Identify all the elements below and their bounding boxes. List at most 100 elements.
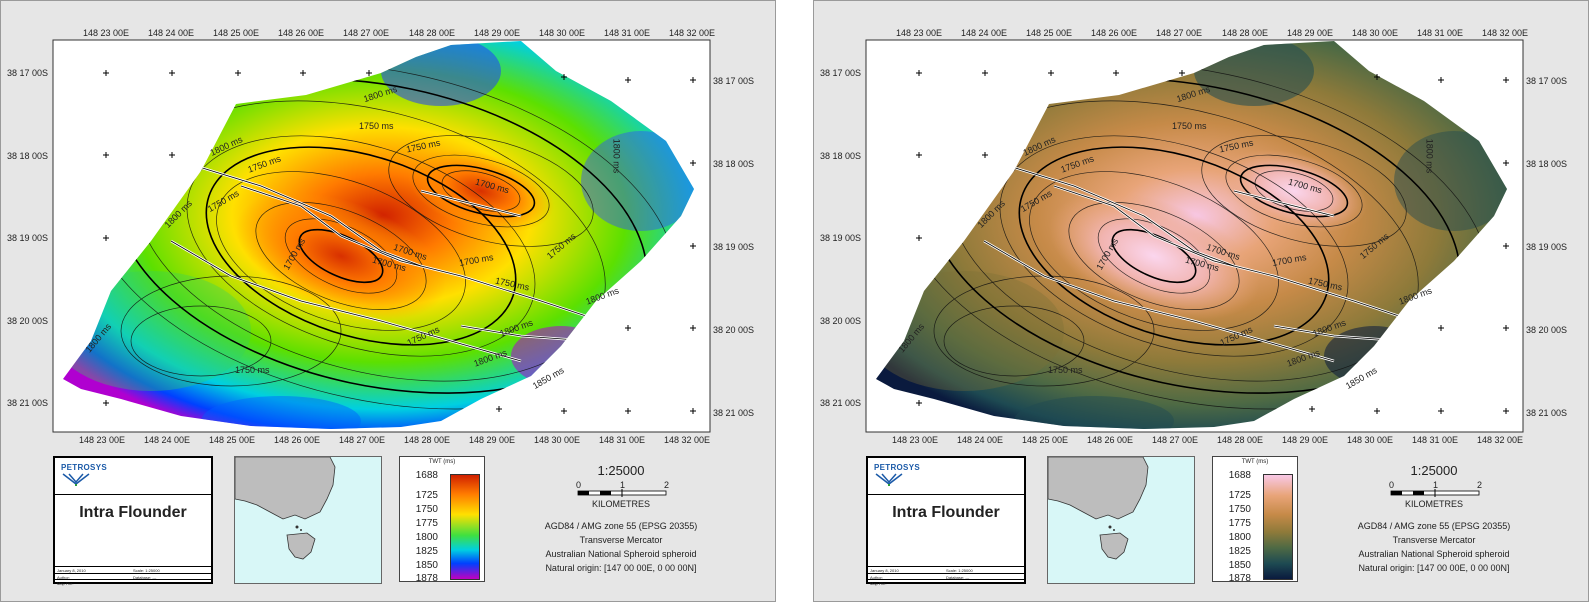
right-coord-label: 38 18 00S — [1526, 159, 1568, 169]
legend-tick: 1725 — [1228, 490, 1251, 501]
projection-line: Natural origin: [147 00 00E, 0 00 00N] — [545, 563, 697, 573]
left-coord-label: 38 18 00S — [7, 151, 49, 161]
right-coord-label: 38 20 00S — [713, 325, 755, 335]
legend-tick: 1800 — [1228, 532, 1251, 543]
contour-label: 1800 ms — [1424, 138, 1435, 174]
projection-line: Natural origin: [147 00 00E, 0 00 00N] — [1358, 563, 1510, 573]
top-coord-label: 148 29 00E — [1287, 28, 1334, 38]
left-coord-label: 38 17 00S — [7, 68, 49, 78]
projection-line: Transverse Mercator — [579, 535, 663, 545]
legend-tick: 1825 — [1228, 546, 1251, 557]
left-coord-label: 38 20 00S — [820, 316, 862, 326]
legend-tick: 1850 — [415, 560, 438, 571]
right-coord-label: 38 21 00S — [713, 408, 755, 418]
title-block: PETROSYS Intra Flounder January 8, 2010 S… — [866, 456, 1026, 586]
legend-tick: 1725 — [415, 490, 438, 501]
scale-tick: 0 — [576, 480, 582, 490]
legend-tick: 1878 — [1228, 573, 1251, 584]
title-block: PETROSYS Intra Flounder January 8, 2010 S… — [53, 456, 213, 586]
bottom-coord-label: 148 28 00E — [404, 435, 451, 445]
legend-tick: 1688 — [415, 470, 438, 481]
scale-tick: 0 — [1389, 480, 1395, 490]
map-canvas — [865, 39, 1524, 433]
top-coord-label: 148 32 00E — [669, 28, 716, 38]
top-coord-label: 148 26 00E — [1091, 28, 1138, 38]
scale-block: 1:25000 0 1 2 KILOMETRES AGD84 / AMG zon… — [1334, 463, 1534, 583]
bottom-coord-label: 148 28 00E — [1217, 435, 1264, 445]
projection-line: Australian National Spheroid spheroid — [545, 549, 697, 559]
right-coord-label: 38 19 00S — [1526, 242, 1568, 252]
scale-block: 1:25000 0 1 2 KILOMETRES AGD84 / AMG zon… — [521, 463, 721, 583]
location-inset-map — [234, 456, 382, 584]
location-inset-map — [1047, 456, 1195, 584]
map-panel-left: 148 23 00E 148 24 00E 148 25 00E 148 26 … — [0, 0, 776, 602]
map-canvas — [52, 39, 711, 433]
top-coord-label: 148 32 00E — [1482, 28, 1529, 38]
colorbar-legend: TWT (ms) 1688 1725 1750 1775 1800 1825 1… — [1212, 456, 1298, 584]
bottom-coord-label: 148 30 00E — [1347, 435, 1394, 445]
top-coord-label: 148 25 00E — [1026, 28, 1073, 38]
left-coord-label: 38 19 00S — [7, 233, 49, 243]
contour-label: 1800 ms — [611, 138, 622, 174]
legend-tick: 1775 — [415, 518, 438, 529]
scale-tick: 1 — [620, 480, 626, 490]
top-coord-label: 148 28 00E — [409, 28, 456, 38]
contour-label: 1750 ms — [1172, 121, 1207, 131]
scale-unit: KILOMETRES — [591, 499, 650, 509]
bottom-coord-label: 148 29 00E — [1282, 435, 1329, 445]
top-coord-label: 148 26 00E — [278, 28, 325, 38]
bottom-coord-label: 148 23 00E — [79, 435, 126, 445]
top-coord-label: 148 23 00E — [896, 28, 943, 38]
legend-tick: 1775 — [1228, 518, 1251, 529]
top-coord-label: 148 24 00E — [961, 28, 1008, 38]
right-coord-label: 38 18 00S — [713, 159, 755, 169]
top-coord-label: 148 24 00E — [148, 28, 195, 38]
scale-ratio: 1:25000 — [1410, 463, 1458, 478]
legend-tick: 1800 — [415, 532, 438, 543]
scale-ratio: 1:25000 — [597, 463, 645, 478]
scale-tick: 2 — [664, 480, 670, 490]
left-coord-label: 38 20 00S — [7, 316, 49, 326]
top-coord-label: 148 29 00E — [474, 28, 521, 38]
bottom-coord-label: 148 25 00E — [1022, 435, 1069, 445]
bottom-coord-label: 148 29 00E — [469, 435, 516, 445]
colorbar-legend: TWT (ms) 1688 1725 1750 1775 1800 1825 1… — [399, 456, 485, 584]
bottom-coord-label: 148 24 00E — [957, 435, 1004, 445]
colorbar — [1263, 474, 1293, 580]
petrosys-logo-icon — [875, 473, 903, 486]
grid-crosses — [103, 70, 696, 414]
projection-line: AGD84 / AMG zone 55 (EPSG 20355) — [544, 521, 698, 531]
bottom-coord-label: 148 31 00E — [599, 435, 646, 445]
left-coord-label: 38 17 00S — [820, 68, 862, 78]
legend-tick: 1750 — [1228, 504, 1251, 515]
top-coord-label: 148 31 00E — [1417, 28, 1464, 38]
map-title: Intra Flounder — [79, 504, 187, 521]
bottom-coord-label: 148 30 00E — [534, 435, 581, 445]
legend-tick: 1878 — [415, 573, 438, 584]
bottom-coord-label: 148 31 00E — [1412, 435, 1459, 445]
bottom-coord-label: 148 27 00E — [339, 435, 386, 445]
petrosys-logo: PETROSYS — [874, 463, 920, 491]
right-coord-label: 38 20 00S — [1526, 325, 1568, 335]
projection-line: AGD84 / AMG zone 55 (EPSG 20355) — [1357, 521, 1511, 531]
petrosys-logo: PETROSYS — [61, 463, 107, 491]
contour-label: 1750 ms — [235, 365, 270, 375]
right-coord-label: 38 17 00S — [1526, 76, 1568, 86]
left-coord-label: 38 19 00S — [820, 233, 862, 243]
top-coord-label: 148 30 00E — [1352, 28, 1399, 38]
right-coord-label: 38 19 00S — [713, 242, 755, 252]
contour-label: 1750 ms — [1048, 365, 1083, 375]
bottom-coord-label: 148 26 00E — [274, 435, 321, 445]
top-coord-label: 148 27 00E — [343, 28, 390, 38]
top-coord-label: 148 27 00E — [1156, 28, 1203, 38]
legend-tick: 1750 — [415, 504, 438, 515]
contour-label: 1750 ms — [359, 121, 394, 131]
top-coord-label: 148 23 00E — [83, 28, 130, 38]
bottom-coord-label: 148 27 00E — [1152, 435, 1199, 445]
colorbar — [450, 474, 480, 580]
right-coord-label: 38 17 00S — [713, 76, 755, 86]
bottom-coord-label: 148 23 00E — [892, 435, 939, 445]
left-coord-label: 38 21 00S — [820, 398, 862, 408]
top-coord-label: 148 25 00E — [213, 28, 260, 38]
grid-crosses — [916, 70, 1509, 414]
